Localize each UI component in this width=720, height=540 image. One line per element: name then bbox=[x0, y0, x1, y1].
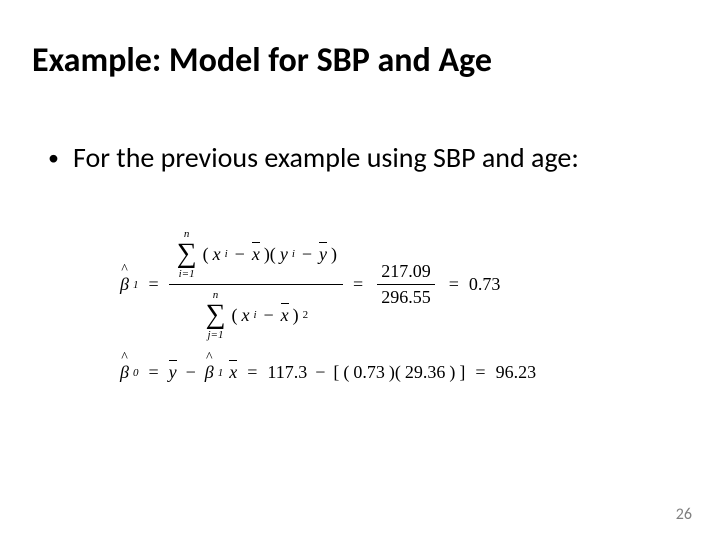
sigma-lower: i=1 bbox=[179, 268, 195, 280]
bullet-item: • For the previous example using SBP and… bbox=[48, 140, 579, 176]
page-number: 26 bbox=[676, 505, 692, 524]
beta1-sub: 1 bbox=[133, 279, 139, 291]
beta1-value-fraction: 217.09 296.55 bbox=[377, 259, 435, 310]
sigma-icon: n ∑ j=1 bbox=[205, 289, 225, 341]
xbar: x bbox=[229, 362, 237, 383]
bullet-dot: • bbox=[48, 140, 59, 176]
xmean-value: 29.36 bbox=[405, 362, 446, 383]
xbar: x bbox=[281, 305, 289, 326]
beta1-result: 0.73 bbox=[469, 274, 501, 295]
slide: Example: Model for SBP and Age • For the… bbox=[0, 0, 720, 540]
beta1-hat: β bbox=[120, 274, 129, 295]
equation-beta1: β1 = n ∑ i=1 (xi − x)( yi − y) bbox=[120, 226, 500, 343]
xi-var: x bbox=[241, 305, 249, 326]
yi-var: y bbox=[280, 244, 288, 265]
fraction-numerator: 217.09 bbox=[377, 259, 435, 284]
minus-sign: − bbox=[302, 244, 312, 265]
equals-sign: = bbox=[148, 274, 158, 295]
xi-sub: i bbox=[225, 248, 228, 260]
beta-symbol: β bbox=[205, 362, 214, 382]
equals-sign: = bbox=[247, 362, 257, 383]
bullet-text: For the previous example using SBP and a… bbox=[73, 140, 579, 176]
xbar: x bbox=[252, 244, 260, 265]
minus-sign: − bbox=[315, 362, 325, 383]
beta1-numerator: n ∑ i=1 (xi − x)( yi − y) bbox=[169, 226, 343, 284]
beta-symbol: β bbox=[120, 274, 129, 294]
right-bracket: ] bbox=[459, 362, 465, 383]
minus-sign: − bbox=[264, 305, 274, 326]
equation-beta0: β0 = y − β1 x = 117.3 − [(0.73)(29.36)] … bbox=[120, 362, 536, 383]
yi-sub: i bbox=[292, 248, 295, 260]
xi-var: x bbox=[213, 244, 221, 265]
fraction-denominator: 296.55 bbox=[377, 285, 435, 310]
equals-sign: = bbox=[148, 362, 158, 383]
equals-sign: = bbox=[449, 274, 459, 295]
minus-sign: − bbox=[186, 362, 196, 383]
beta0-hat: β bbox=[120, 362, 129, 383]
ybar: y bbox=[169, 362, 177, 383]
slide-title: Example: Model for SBP and Age bbox=[32, 40, 492, 81]
equals-sign: = bbox=[353, 274, 363, 295]
beta0-sub: 0 bbox=[133, 367, 139, 379]
slope-value: 0.73 bbox=[353, 362, 385, 383]
xi-sub: i bbox=[253, 309, 256, 321]
beta1-denominator: n ∑ j=1 (xi − x)2 bbox=[197, 285, 314, 343]
beta1-sub: 1 bbox=[218, 367, 224, 379]
beta-symbol: β bbox=[120, 362, 129, 382]
sigma-lower: j=1 bbox=[207, 329, 223, 341]
beta1-main-fraction: n ∑ i=1 (xi − x)( yi − y) n ∑ j bbox=[169, 226, 343, 343]
equals-sign: = bbox=[475, 362, 485, 383]
beta0-result: 96.23 bbox=[496, 362, 537, 383]
ymean-value: 117.3 bbox=[267, 362, 307, 383]
left-bracket: [ bbox=[333, 362, 339, 383]
squared: 2 bbox=[303, 309, 309, 321]
minus-sign: − bbox=[235, 244, 245, 265]
sigma-icon: n ∑ i=1 bbox=[177, 228, 197, 280]
ybar: y bbox=[319, 244, 327, 265]
beta1-hat: β bbox=[205, 362, 214, 383]
